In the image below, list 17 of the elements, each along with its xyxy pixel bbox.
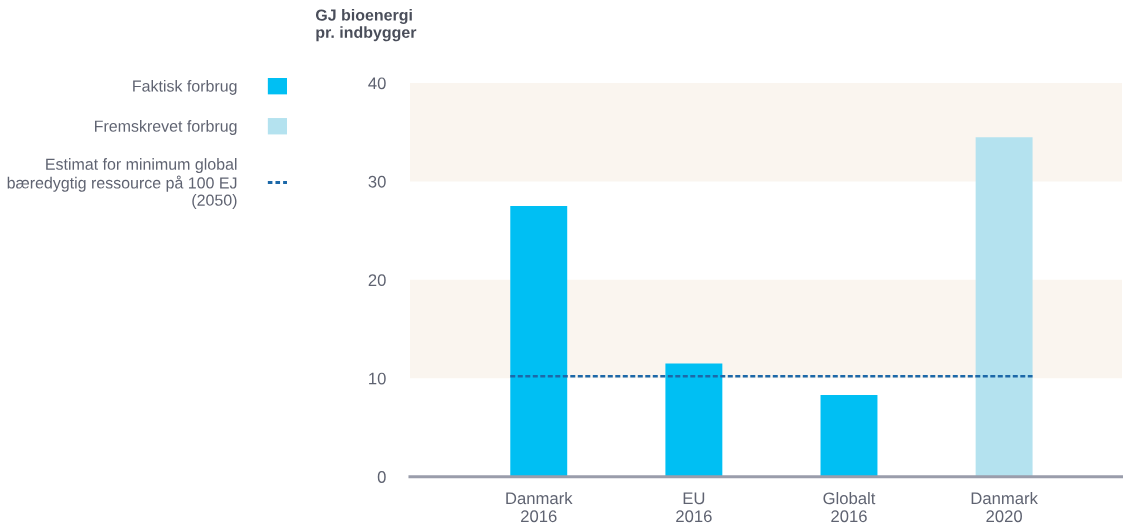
legend-label: Fremskrevet forbrug xyxy=(95,120,237,135)
y-tick-label: 0 xyxy=(377,471,386,483)
x-tick-label: Globalt 2016 xyxy=(823,491,876,523)
bar xyxy=(665,363,723,477)
x-tick-label: Danmark 2020 xyxy=(971,491,1038,523)
bar xyxy=(975,137,1033,477)
x-tick-label: Danmark 2016 xyxy=(506,491,573,523)
y-tick-label: 30 xyxy=(368,175,386,188)
y-axis-title: GJ bioenergi pr. indbygger xyxy=(315,8,417,42)
bar xyxy=(510,206,568,477)
y-tick-label: 10 xyxy=(369,372,386,385)
y-tick-label: 20 xyxy=(368,274,386,287)
legend-label: Estimat for minimum global bæredygtig ressource på 100 EJ (2050) xyxy=(7,158,237,209)
bar xyxy=(820,395,878,477)
x-tick-label: EU 2016 xyxy=(676,492,712,523)
legend-label: Faktisk forbrug xyxy=(133,80,237,95)
y-tick-label: 40 xyxy=(368,77,386,90)
